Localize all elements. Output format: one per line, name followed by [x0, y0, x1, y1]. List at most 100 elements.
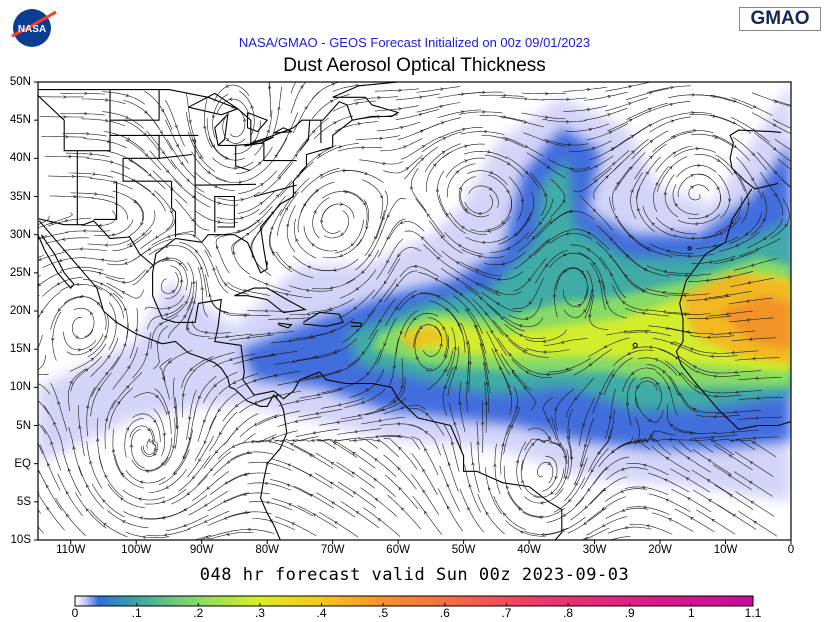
streamline-arrow [117, 400, 121, 405]
streamline-arrow [161, 499, 166, 504]
streamline [655, 217, 697, 235]
streamline [107, 510, 149, 529]
streamline-arrow [144, 352, 149, 356]
streamline-arrow [256, 219, 260, 223]
streamline-arrow [674, 356, 679, 360]
streamline-arrow [731, 430, 735, 434]
streamline-arrow [98, 271, 102, 275]
streamline-arrow [542, 350, 547, 354]
lat-label: 10N [9, 381, 31, 394]
streamline [460, 322, 469, 373]
coastline [38, 220, 288, 540]
streamline [665, 293, 710, 296]
streamline [395, 109, 440, 120]
streamline-arrow [682, 293, 687, 297]
streamline-arrow [79, 247, 83, 251]
streamline [647, 472, 690, 493]
streamline [625, 307, 669, 317]
streamline [441, 250, 481, 275]
streamline-arrow [732, 514, 736, 518]
streamline-arrow [480, 343, 484, 347]
streamline-arrow [710, 439, 715, 443]
streamline [339, 269, 377, 299]
streamline-arrow [563, 269, 567, 273]
streamline [349, 368, 385, 398]
colorbar-tick-label: 1.1 [744, 606, 762, 620]
streamline [640, 377, 662, 411]
streamline-arrow [455, 170, 460, 174]
streamline-arrow [403, 145, 407, 149]
streamline-arrow [198, 458, 202, 462]
streamline-arrow [400, 385, 404, 390]
streamline-arrow [141, 232, 146, 236]
streamline [612, 284, 648, 312]
streamline-arrow [286, 483, 291, 487]
streamline [459, 381, 466, 433]
streamline [344, 388, 386, 408]
streamline-arrow [328, 307, 332, 311]
streamline-arrow [455, 278, 460, 282]
streamline [215, 234, 230, 274]
streamline-arrow [636, 385, 640, 389]
streamline [702, 216, 741, 239]
streamline [550, 178, 566, 218]
streamline-arrow [128, 244, 133, 248]
streamline [60, 93, 105, 95]
coastline [263, 143, 297, 162]
streamline-arrow [546, 165, 551, 169]
streamline-arrow [648, 124, 653, 128]
streamline-arrow [728, 474, 732, 478]
streamline [479, 94, 524, 97]
valid-time-text: 048 hr forecast valid Sun 00z 2023-09-03 [199, 565, 630, 585]
streamline-arrow [583, 521, 587, 525]
streamline [216, 209, 260, 220]
streamline [597, 408, 615, 455]
streamline [551, 416, 568, 465]
streamline [364, 210, 385, 256]
streamline-arrow [670, 85, 674, 90]
streamline-arrow [374, 498, 379, 502]
streamline [384, 270, 418, 303]
streamline [144, 437, 172, 471]
streamline-arrow [508, 353, 512, 357]
streamline [533, 468, 565, 498]
streamline [710, 94, 753, 109]
streamline-arrow [773, 170, 777, 175]
streamline [215, 265, 249, 295]
streamline [147, 303, 184, 330]
streamline-arrow [413, 264, 418, 269]
streamline [511, 371, 536, 411]
streamline [691, 256, 736, 264]
streamline [338, 289, 375, 319]
streamline-arrow [612, 373, 616, 378]
coastline [38, 218, 155, 267]
streamline-arrow [488, 187, 493, 191]
streamline-arrow [189, 367, 194, 371]
streamline [678, 355, 720, 374]
streamline-arrow [411, 294, 415, 298]
streamline [209, 411, 238, 452]
streamline [464, 285, 502, 316]
streamline-arrow [623, 329, 627, 334]
streamline-arrow [295, 238, 299, 243]
streamline-arrow [88, 348, 93, 352]
streamline-arrow [499, 366, 503, 370]
streamline [584, 270, 593, 319]
streamline-arrow [566, 436, 570, 440]
streamline [312, 197, 330, 239]
streamline [132, 238, 173, 261]
streamline [132, 413, 161, 442]
streamline [592, 368, 615, 414]
streamline-arrow [47, 462, 51, 467]
streamline [110, 170, 152, 193]
streamline [144, 488, 187, 505]
streamline-arrow [284, 207, 288, 211]
streamline-arrow [147, 247, 152, 251]
lon-label: 60W [386, 544, 410, 556]
streamline-arrow [629, 166, 633, 170]
streamline [616, 219, 652, 252]
streamline [277, 416, 322, 427]
streamline [529, 369, 573, 375]
streamline-arrow [368, 253, 372, 258]
streamline-arrow [163, 533, 168, 537]
